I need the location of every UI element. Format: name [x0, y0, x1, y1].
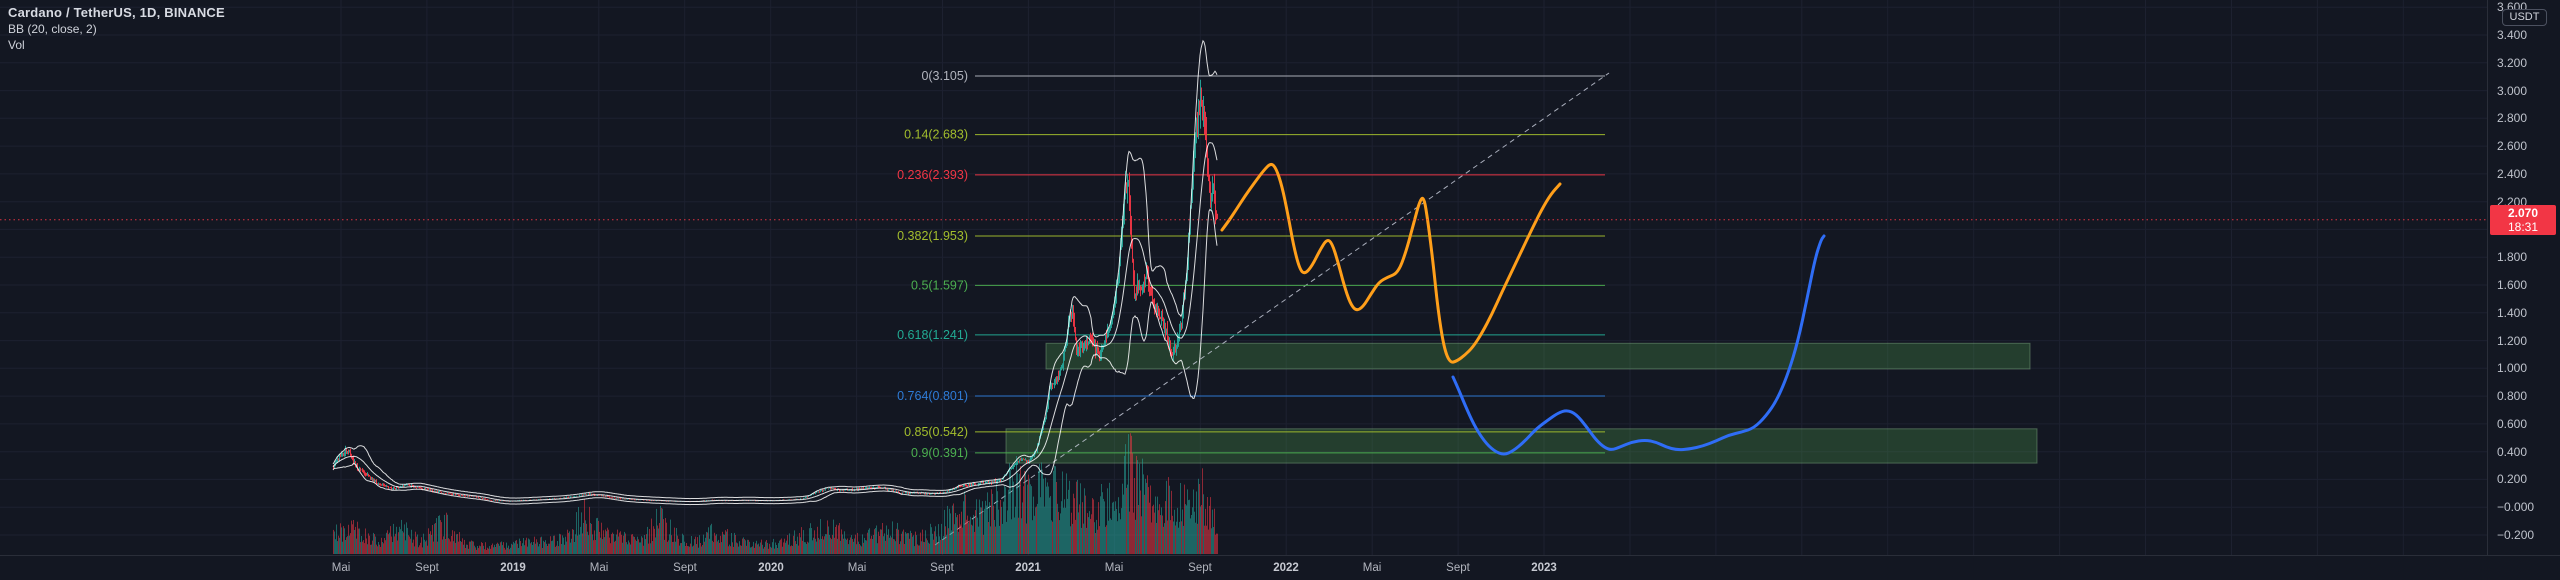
symbol-title[interactable]: Cardano / TetherUS, 1D, BINANCE — [8, 5, 225, 20]
price-axis[interactable]: USDT 3.600 3.400 3.200 3.000 2.800 2.600 2.400… — [2487, 0, 2560, 555]
trendline-drawing[interactable] — [934, 72, 1610, 546]
time-label-month: Sept — [1446, 562, 1470, 574]
bb-lower-band — [332, 208, 1218, 506]
fib-level-label[interactable]: 0.14(2.683) — [904, 128, 968, 142]
price-tick: −0.000 — [2497, 500, 2535, 515]
price-tick: 0.400 — [2497, 444, 2528, 459]
price-tick: 2.600 — [2497, 139, 2528, 154]
fib-level-label[interactable]: 0.764(0.801) — [897, 389, 968, 403]
price-tick: 2.800 — [2497, 111, 2528, 126]
price-tick: 2.400 — [2497, 166, 2528, 181]
price-tick: 0.600 — [2497, 416, 2528, 431]
time-axis[interactable]: Mai Sept 2019 Mai Sept 2020 Mai Sept 2021 Mai Sept… — [0, 555, 2560, 580]
current-price-value: 2.070 — [2507, 206, 2539, 220]
price-tick: 1.200 — [2497, 333, 2528, 348]
time-label-month: Mai — [1104, 562, 1124, 574]
price-tick: 3.000 — [2497, 83, 2528, 98]
time-label-month: Sept — [930, 562, 954, 574]
fib-level-label[interactable]: 0(3.105) — [921, 69, 968, 83]
legend: Cardano / TetherUS, 1D, BINANCE BB (20, … — [8, 5, 225, 53]
price-tick: 1.800 — [2497, 250, 2528, 265]
fib-level-label[interactable]: 0.9(0.391) — [911, 446, 968, 460]
indicator-vol-label[interactable]: Vol — [8, 38, 25, 52]
time-label-year: 2022 — [1273, 562, 1299, 574]
lower-support-zone[interactable] — [1005, 428, 2038, 464]
time-label-month: Mai — [331, 562, 351, 574]
upper-support-zone[interactable] — [1045, 342, 2031, 370]
fib-level-label[interactable]: 0.236(2.393) — [897, 168, 968, 182]
fib-level-label[interactable]: 0.618(1.241) — [897, 328, 968, 342]
price-tick: 1.400 — [2497, 305, 2528, 320]
time-label-year: 2021 — [1015, 562, 1041, 574]
price-tick: 1.000 — [2497, 361, 2528, 376]
chart-canvas[interactable]: 0(3.105) 0.14(2.683) 0.236(2.393) 0.382(1.9… — [0, 0, 2487, 555]
time-label-year: 2019 — [500, 562, 526, 574]
time-label-month: Sept — [1188, 562, 1212, 574]
price-tick: 3.200 — [2497, 55, 2528, 70]
price-tick: 0.800 — [2497, 389, 2528, 404]
price-tick: −0.200 — [2497, 528, 2535, 542]
indicator-bb-label[interactable]: BB (20, close, 2) — [8, 22, 97, 36]
fib-level-label[interactable]: 0.382(1.953) — [897, 229, 968, 243]
time-label-month: Mai — [589, 562, 609, 574]
bb-upper-band — [332, 39, 1218, 500]
time-label-year: 2020 — [758, 562, 784, 574]
fib-level-label[interactable]: 0.85(0.542) — [904, 425, 968, 439]
time-label-year: 2023 — [1531, 562, 1557, 574]
price-tick: 3.400 — [2497, 28, 2528, 42]
fib-level-label[interactable]: 0.5(1.597) — [911, 278, 968, 292]
time-label-month: Mai — [1362, 562, 1382, 574]
bar-countdown-timer: 18:31 — [2507, 220, 2539, 234]
time-label-month: Sept — [415, 562, 439, 574]
price-tick: 1.600 — [2497, 278, 2528, 292]
currency-badge: USDT — [2501, 9, 2548, 26]
volume-bars — [333, 433, 1218, 554]
time-label-month: Sept — [673, 562, 697, 574]
orange-projection[interactable] — [1220, 162, 1562, 364]
time-label-month: Mai — [847, 562, 867, 574]
current-price-badge: 2.070 18:31 — [2490, 205, 2556, 235]
price-tick: 0.200 — [2497, 472, 2528, 487]
blue-projection[interactable] — [1451, 234, 1826, 456]
bb-basis-line — [332, 142, 1218, 503]
